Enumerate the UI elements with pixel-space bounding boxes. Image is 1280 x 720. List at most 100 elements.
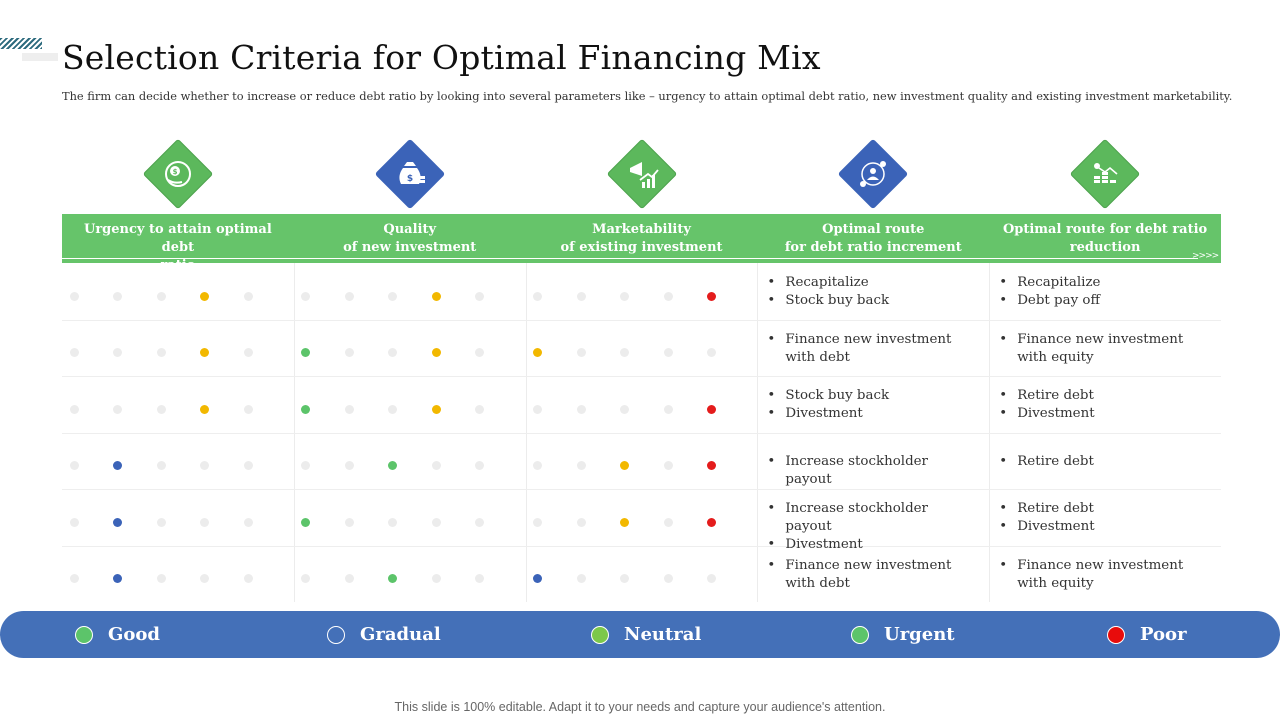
- legend-label: Neutral: [624, 624, 702, 645]
- route-item: Retire debt: [997, 387, 1209, 405]
- rating-dot-empty: [156, 404, 166, 414]
- rating-dot-empty: [533, 291, 543, 301]
- rating-dot-empty: [388, 404, 398, 414]
- route-item: Divestment: [765, 405, 977, 423]
- rating-dot-empty: [388, 348, 398, 358]
- route-item: Increase stockholder payout: [765, 453, 977, 489]
- rating-dot-empty: [707, 348, 717, 358]
- increment-route-list: Stock buy backDivestment: [765, 387, 977, 423]
- rating-dot-empty: [344, 461, 354, 471]
- rating-dot-empty: [69, 348, 79, 358]
- route-item: Finance new investment with debt: [765, 331, 977, 367]
- legend-label: Urgent: [884, 624, 955, 645]
- rating-dot-empty: [576, 517, 586, 527]
- rating-dot-empty: [620, 574, 630, 584]
- reduction-route-list: RecapitalizeDebt pay off: [997, 274, 1209, 310]
- rating-dot-active: [200, 348, 209, 358]
- legend-label: Gradual: [360, 624, 441, 645]
- rating-dot-active: [620, 517, 630, 527]
- rating-dot-empty: [113, 348, 122, 358]
- rating-dot-empty: [113, 404, 122, 414]
- column-diamond: [606, 138, 677, 210]
- column-header-line: of existing investment: [560, 240, 723, 255]
- column-divider: [526, 263, 527, 602]
- rating-dot-empty: [475, 461, 485, 471]
- column-header-line: Quality: [383, 222, 437, 237]
- column-header: Urgency to attain optimal debt ratio: [62, 214, 294, 273]
- route-item: Recapitalize: [765, 274, 977, 292]
- rating-dot-active: [200, 404, 209, 414]
- corner-stripes-decoration: [0, 38, 42, 49]
- rating-dot-empty: [663, 404, 673, 414]
- rating-dot-active: [431, 404, 441, 414]
- header-arrows-icon: >>>>: [1192, 251, 1219, 261]
- route-item: Debt pay off: [997, 292, 1209, 310]
- row-divider: [62, 546, 1221, 547]
- route-item: Retire debt: [997, 500, 1209, 518]
- rating-dot-empty: [663, 291, 673, 301]
- route-item: Divestment: [997, 518, 1209, 536]
- network-person-icon: [860, 161, 887, 187]
- rating-dot-active: [620, 461, 630, 471]
- megaphone-chart-icon: [629, 162, 659, 188]
- rating-dot-empty: [533, 461, 543, 471]
- rating-dot-active: [113, 461, 122, 471]
- rating-dot-active: [431, 291, 441, 301]
- rating-dot-empty: [475, 348, 485, 358]
- rating-dot-active: [707, 517, 717, 527]
- route-item: Finance new investment with debt: [765, 557, 977, 593]
- rating-dot-empty: [243, 461, 253, 471]
- column-diamond: $: [374, 138, 446, 210]
- rating-dot-empty: [576, 461, 586, 471]
- rating-dot-empty: [533, 517, 543, 527]
- column-header: Quality of new investment: [294, 214, 526, 263]
- rating-dot-empty: [475, 574, 485, 584]
- legend-circle-icon: [1107, 625, 1125, 644]
- money-bag-icon: $: [399, 162, 425, 184]
- slide-title: Selection Criteria for Optimal Financing…: [62, 38, 821, 77]
- rating-dot-active: [431, 348, 441, 358]
- rating-dot-empty: [620, 348, 630, 358]
- rating-dot-active: [301, 348, 311, 358]
- rating-dot-empty: [431, 461, 441, 471]
- rating-dot-empty: [576, 348, 586, 358]
- route-item: Recapitalize: [997, 274, 1209, 292]
- legend-circle-icon: [327, 625, 345, 644]
- rating-dot-empty: [156, 348, 166, 358]
- rating-dot-empty: [301, 574, 311, 584]
- column-diamond: [837, 138, 909, 210]
- route-item: Divestment: [765, 536, 977, 554]
- rating-dot-active: [707, 404, 717, 414]
- rating-dot-empty: [69, 461, 79, 471]
- route-item: Increase stockholder payout: [765, 500, 977, 536]
- rating-dot-empty: [576, 291, 586, 301]
- column-header-line: Urgency to attain optimal debt: [84, 222, 272, 255]
- rating-dot-empty: [69, 291, 79, 301]
- column-header-line: Marketability: [592, 222, 691, 237]
- rating-dot-empty: [156, 461, 166, 471]
- increment-route-list: Increase stockholder payoutDivestment: [765, 500, 977, 554]
- column-header: Optimal route for debt ratio increment: [757, 214, 989, 263]
- column-header-line: for debt ratio increment: [784, 240, 962, 255]
- reduction-route-list: Finance new investment with equity: [997, 331, 1209, 367]
- column-header-line: of new investment: [343, 240, 477, 255]
- row-divider: [62, 320, 1221, 321]
- svg-text:$: $: [172, 168, 177, 176]
- route-item: Stock buy back: [765, 292, 977, 310]
- rating-dot-empty: [663, 461, 673, 471]
- rating-dot-empty: [301, 291, 311, 301]
- column-header-line: Optimal route for debt ratio: [1002, 222, 1208, 237]
- legend-label: Good: [108, 624, 160, 645]
- route-item: Divestment: [997, 405, 1209, 423]
- rating-dot-empty: [344, 404, 354, 414]
- legend-item-gradual: Gradual: [327, 611, 441, 658]
- legend-circle-icon: [591, 625, 609, 644]
- rating-dot-empty: [576, 574, 586, 584]
- rating-dot-empty: [388, 291, 398, 301]
- legend-item-neutral: Neutral: [591, 611, 701, 658]
- rating-dot-active: [113, 574, 122, 584]
- rating-dot-empty: [200, 574, 209, 584]
- column-header-line: reduction: [1069, 240, 1141, 255]
- rating-dot-empty: [69, 404, 79, 414]
- legend-circle-icon: [75, 625, 93, 644]
